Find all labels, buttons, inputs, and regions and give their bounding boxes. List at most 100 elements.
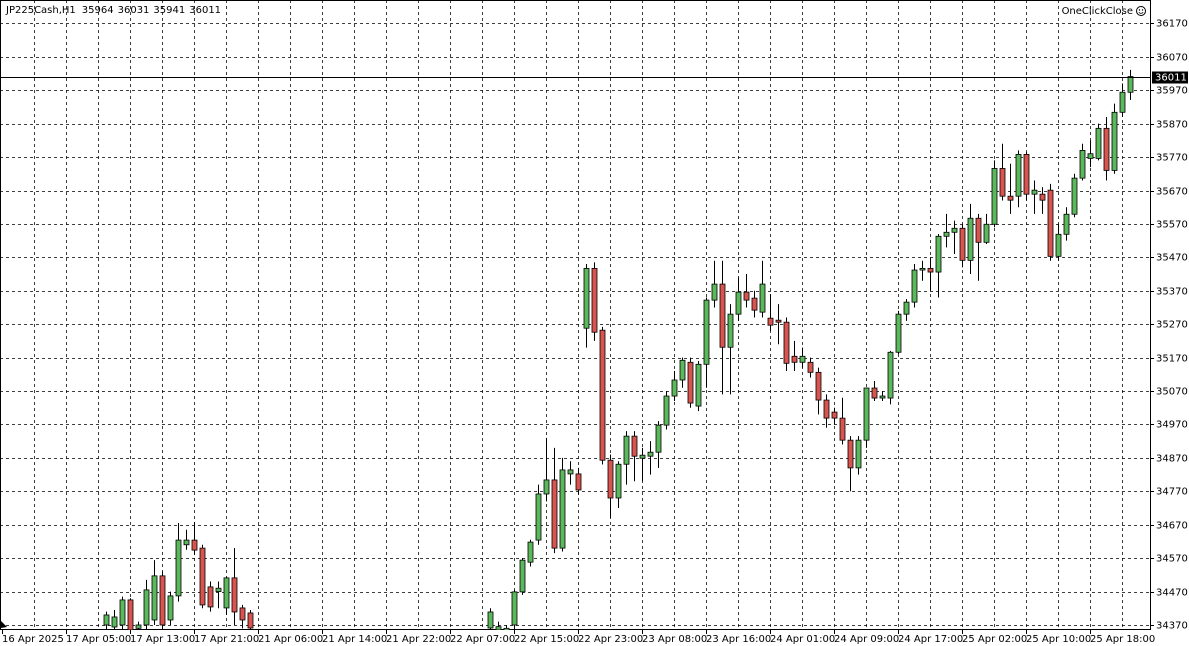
y-tick-label: 34970: [1156, 420, 1188, 431]
y-tick-label: 35170: [1156, 354, 1188, 365]
candle-body: [591, 267, 598, 333]
candle-body: [671, 379, 678, 397]
candle-body: [159, 575, 166, 626]
x-tick-label: 16 Apr 2025: [2, 634, 64, 645]
x-tick-label: 22 Apr 15:00: [514, 634, 579, 645]
y-tick-label: 36170: [1156, 19, 1188, 30]
candle-body: [679, 359, 686, 381]
smiley-icon: [1136, 6, 1146, 16]
x-tick-label: 23 Apr 08:00: [642, 634, 707, 645]
candle-body: [871, 387, 878, 399]
candle-body: [191, 539, 198, 551]
y-tick-label: 35970: [1156, 86, 1188, 97]
candle-body: [711, 283, 718, 301]
candle-body: [223, 577, 230, 609]
candle-body: [167, 595, 174, 621]
y-tick-label: 34370: [1156, 621, 1188, 632]
x-tick-label: 24 Apr 09:00: [834, 634, 899, 645]
candle-body: [623, 435, 630, 465]
candle-body: [239, 607, 246, 621]
low-value: 35941: [153, 5, 185, 16]
candle-body: [703, 299, 710, 365]
candle-body: [1111, 111, 1118, 171]
x-tick-label: 21 Apr 06:00: [258, 634, 323, 645]
candle-body: [967, 217, 974, 261]
candle-body: [847, 439, 854, 469]
candle-body: [919, 267, 926, 271]
candle-body: [519, 559, 526, 593]
candle-body: [575, 473, 582, 491]
candle-body: [559, 469, 566, 549]
symbol: JP225Cash,H1: [5, 5, 76, 16]
y-tick-label: 34470: [1156, 588, 1188, 599]
y-tick-label: 35270: [1156, 320, 1188, 331]
x-tick-label: 23 Apr 16:00: [706, 634, 771, 645]
candle-body: [935, 235, 942, 273]
x-tick-label: 17 Apr 21:00: [194, 634, 259, 645]
y-tick-label: 35870: [1156, 120, 1188, 131]
x-tick-label: 24 Apr 01:00: [770, 634, 835, 645]
candle-body: [767, 317, 774, 326]
candle-body: [775, 319, 782, 323]
candle-body: [695, 363, 702, 407]
candle-body: [127, 599, 134, 630]
candle-body: [487, 611, 494, 629]
candle-body: [1039, 193, 1046, 201]
candle-body: [631, 435, 638, 457]
candle-body: [1079, 149, 1086, 179]
x-tick-label: 17 Apr 13:00: [130, 634, 195, 645]
candle-body: [1023, 154, 1030, 195]
x-tick-label: 21 Apr 22:00: [386, 634, 451, 645]
candle-body: [1015, 154, 1022, 197]
y-tick-label: 35670: [1156, 187, 1188, 198]
candle-body: [119, 599, 126, 626]
price-label-box: [1152, 71, 1188, 84]
candle-body: [839, 417, 846, 441]
candle-body: [975, 217, 982, 243]
candle-body: [1127, 76, 1134, 93]
candle-body: [183, 539, 190, 546]
x-tick-label: 22 Apr 07:00: [450, 634, 515, 645]
candle-body: [743, 291, 750, 301]
candle-body: [959, 227, 966, 261]
x-tick-label: 17 Apr 05:00: [66, 634, 131, 645]
y-tick-label: 35470: [1156, 253, 1188, 264]
candle-body: [247, 612, 254, 629]
y-tick-label: 34570: [1156, 554, 1188, 565]
candle-body: [951, 227, 958, 233]
candle-body: [1055, 233, 1062, 257]
y-tick-label: 35070: [1156, 387, 1188, 398]
candle-body: [495, 626, 502, 630]
candle-body: [207, 586, 214, 608]
x-tick-label: 25 Apr 10:00: [1026, 634, 1091, 645]
high-value: 36031: [118, 5, 150, 16]
candle-body: [567, 469, 574, 475]
candle-body: [895, 313, 902, 353]
candle-body: [511, 591, 518, 626]
candle-body: [551, 479, 558, 549]
one-click-close[interactable]: OneClickClose: [1062, 6, 1133, 17]
candle-body: [823, 399, 830, 419]
close-value: 36011: [189, 5, 221, 16]
shift-marker: [1, 621, 7, 628]
candle-body: [887, 351, 894, 399]
candle-body: [727, 313, 734, 348]
x-tick-label: 24 Apr 17:00: [898, 634, 963, 645]
candle-body: [535, 493, 542, 541]
candle-body: [503, 627, 510, 630]
candle-body: [111, 616, 118, 628]
x-tick-label: 21 Apr 14:00: [322, 634, 387, 645]
candle-body: [1087, 153, 1094, 159]
candle-body: [759, 283, 766, 313]
candle-body: [647, 451, 654, 457]
candle-body: [543, 479, 550, 495]
candle-body: [1103, 127, 1110, 171]
candle-body: [583, 267, 590, 329]
candle-body: [815, 371, 822, 401]
candle-body: [719, 283, 726, 348]
candle-body: [791, 355, 798, 363]
candle-body: [231, 577, 238, 613]
price-label: 36011: [1155, 73, 1187, 84]
y-tick-label: 36070: [1156, 53, 1188, 64]
